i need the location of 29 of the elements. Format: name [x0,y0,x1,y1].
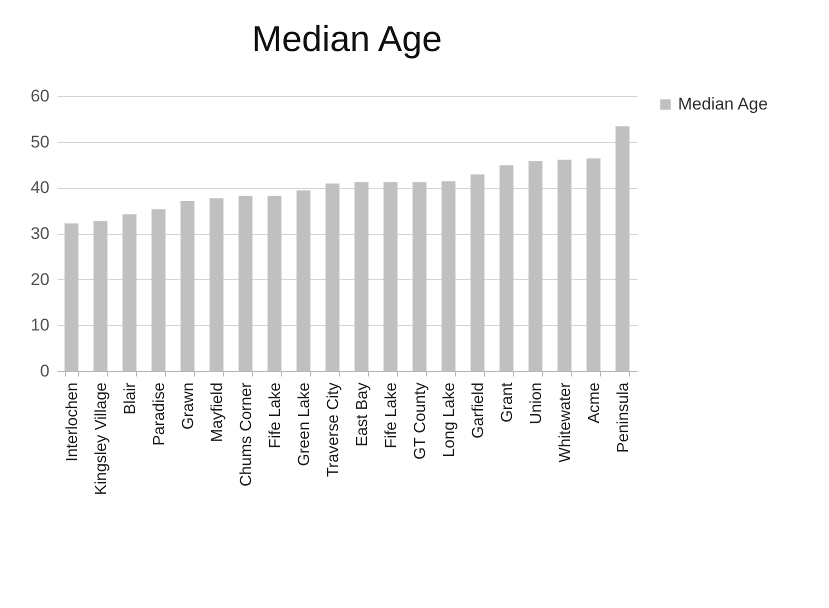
x-tick-label: Kingsley Village [93,382,110,496]
x-tick-label: Peninsula [615,382,632,453]
x-tick-label: Long Lake [441,382,458,458]
x-tick-label: Traverse City [325,382,342,478]
x-tick-label: Union [528,382,545,424]
x-tick-label: Grawn [180,382,197,430]
x-tick-label: Fife Lake [267,382,284,448]
y-tick-label: 30 [30,224,50,243]
x-tick-label: Fife Lake [383,382,400,448]
x-tick-label: Grant [499,382,516,423]
y-tick-label: 0 [40,362,50,380]
x-tick-label: Blair [122,382,139,415]
x-tick-label: Chums Corner [238,382,255,487]
chart-title: Median Age [252,18,442,59]
x-tick-label: Whitewater [557,382,574,463]
x-tick-label: Acme [586,382,603,424]
x-tick-label: Garfield [470,382,487,439]
x-tick-label: East Bay [354,382,371,447]
y-tick-label: 40 [30,178,50,198]
x-tick-label: Paradise [151,382,168,446]
x-tick-label: Green Lake [296,382,313,466]
x-tick-label: GT County [412,382,429,460]
y-tick-label: 20 [30,270,50,289]
y-tick-label: 10 [30,316,50,335]
y-tick-label: 50 [30,132,50,152]
x-tick-label: Mayfield [209,382,226,442]
x-tick-label: Interlochen [64,382,81,462]
legend-label: Median Age [678,94,768,114]
y-tick-label: 60 [30,86,50,106]
